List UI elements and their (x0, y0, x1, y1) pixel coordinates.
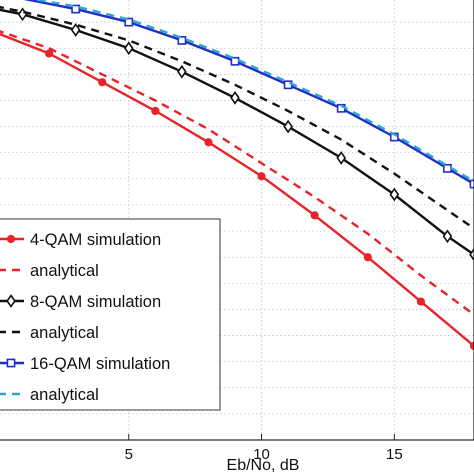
series-line (0, 32, 474, 347)
legend-label: analytical (30, 262, 99, 280)
legend-label: analytical (30, 324, 99, 342)
data-point (310, 211, 319, 220)
data-point (336, 151, 347, 165)
legend-label: 8-QAM simulation (30, 293, 161, 311)
data-point (45, 49, 54, 58)
data-point (177, 35, 187, 45)
legend-label: 16-QAM simulation (30, 355, 170, 373)
data-point (151, 106, 160, 116)
data-point (363, 253, 372, 262)
data-point (6, 294, 16, 308)
x-ticks: 5 10 15 (125, 434, 403, 463)
series-1 (0, 32, 474, 351)
data-point (123, 41, 134, 56)
data-point (230, 56, 240, 66)
legend-label: 4-QAM simulation (30, 231, 161, 249)
series-line (0, 8, 474, 256)
data-point (204, 138, 213, 147)
legend-label: analytical (30, 386, 99, 404)
legend-item: 16-QAM simulation (0, 355, 170, 373)
x-tick-label: 10 (253, 446, 270, 463)
series-3 (0, 7, 474, 262)
series-line (31, 0, 474, 183)
data-point (469, 247, 474, 262)
series-5 (23, 0, 474, 189)
legend: 4-QAM simulation analytical 8-QAM simulati… (0, 218, 221, 411)
data-point (98, 78, 107, 87)
data-point (283, 119, 293, 134)
series-6 (31, 0, 474, 183)
series-group (0, 0, 474, 351)
plot-frame (0, 0, 474, 441)
x-axis-label: Eb/No, dB (227, 457, 300, 474)
x-tick-label: 5 (125, 446, 133, 463)
data-point (416, 297, 425, 306)
data-point (6, 358, 16, 368)
legend-box (0, 218, 221, 411)
data-point (257, 172, 266, 181)
series-2 (0, 30, 474, 316)
data-point (389, 187, 400, 202)
data-point (6, 234, 16, 244)
legend-item: 8-QAM simulation (0, 293, 161, 311)
series-line (0, 5, 474, 230)
data-point (442, 229, 453, 244)
data-point (70, 23, 81, 37)
x-tick-label: 15 (386, 446, 403, 463)
series-4 (0, 5, 474, 230)
data-point (230, 90, 240, 105)
data-point (71, 4, 81, 14)
legend-item: analytical (0, 324, 99, 342)
data-point (177, 64, 187, 79)
series-line (0, 30, 474, 316)
legend-item: 4-QAM simulation (0, 231, 161, 249)
data-point (17, 7, 28, 22)
legend-item: analytical (0, 386, 99, 404)
data-point (124, 17, 134, 27)
legend-item: analytical (0, 262, 99, 280)
